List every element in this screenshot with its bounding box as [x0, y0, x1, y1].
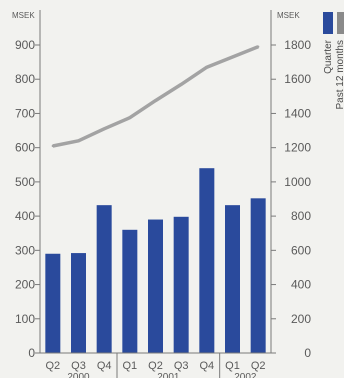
x-axis: Q2 Q3 Q4 Q1 Q2 Q3 Q4 Q1 Q2 2000 2001 2002 — [40, 352, 271, 378]
category-label: Q4 — [199, 360, 214, 372]
left-tick-label: 0 — [28, 346, 35, 360]
right-tick-label: 800 — [291, 209, 311, 223]
bar — [173, 216, 189, 353]
right-tick-label: 1000 — [284, 175, 311, 189]
right-tick-label: 400 — [291, 278, 311, 292]
left-tick-label: 400 — [15, 209, 35, 223]
bar — [250, 198, 266, 353]
line-series — [51, 45, 260, 148]
bar — [71, 253, 86, 353]
left-tick-label: 100 — [15, 312, 35, 326]
line-point — [256, 45, 260, 48]
bar — [122, 229, 138, 353]
line-path — [52, 45, 259, 148]
year-label: 2001 — [157, 372, 180, 378]
left-tick-label: 300 — [15, 243, 35, 257]
legend-swatch-past12 — [337, 12, 344, 34]
left-tick-label: 500 — [15, 175, 35, 189]
line-point — [205, 66, 209, 69]
line-point — [179, 83, 183, 86]
right-tick-label: 1200 — [284, 141, 311, 155]
bar — [199, 168, 215, 353]
right-axis-unit: MSEK — [277, 11, 300, 20]
year-label: 2002 — [234, 372, 257, 378]
left-tick-label: 800 — [15, 72, 35, 86]
right-y-axis: MSEK 0 200 400 600 800 1000 1200 1400 1600 1800 — [270, 10, 311, 360]
bar — [96, 205, 112, 353]
category-label: Q2 — [148, 360, 163, 372]
category-label: Q2 — [45, 360, 60, 372]
left-axis-unit: MSEK — [12, 11, 35, 20]
right-tick-label: 0 — [304, 346, 311, 360]
left-tick-label: 900 — [15, 38, 35, 52]
line-point — [128, 116, 132, 119]
category-label: Q4 — [97, 360, 112, 372]
line-point — [77, 139, 80, 143]
right-tick-label: 200 — [291, 312, 311, 326]
legend-label-quarter: Quarter — [323, 39, 334, 74]
bar — [148, 219, 163, 353]
category-label: Q2 — [251, 360, 266, 372]
year-label: 2000 — [67, 372, 90, 378]
left-tick-label: 600 — [15, 141, 35, 155]
left-y-axis: MSEK 0 100 200 300 400 500 600 700 800 900 — [12, 10, 41, 360]
right-tick-label: 1800 — [284, 38, 311, 52]
left-tick-label: 700 — [15, 106, 35, 120]
category-label: Q1 — [122, 360, 137, 372]
line-point — [102, 127, 106, 131]
right-tick-label: 1600 — [284, 72, 311, 86]
line-point — [51, 144, 55, 148]
line-point — [231, 55, 234, 59]
bar — [225, 205, 240, 353]
bar — [45, 253, 61, 353]
category-label: Q1 — [225, 360, 240, 372]
legend-label-past12: Past 12 months — [335, 40, 344, 109]
left-tick-label: 200 — [15, 278, 35, 292]
category-label: Q3 — [174, 360, 189, 372]
line-point — [154, 99, 157, 102]
right-tick-label: 1400 — [284, 106, 311, 120]
right-tick-label: 600 — [291, 243, 311, 257]
legend-swatch-quarter — [323, 12, 333, 34]
bar-series — [45, 168, 266, 353]
category-label: Q3 — [71, 360, 86, 372]
